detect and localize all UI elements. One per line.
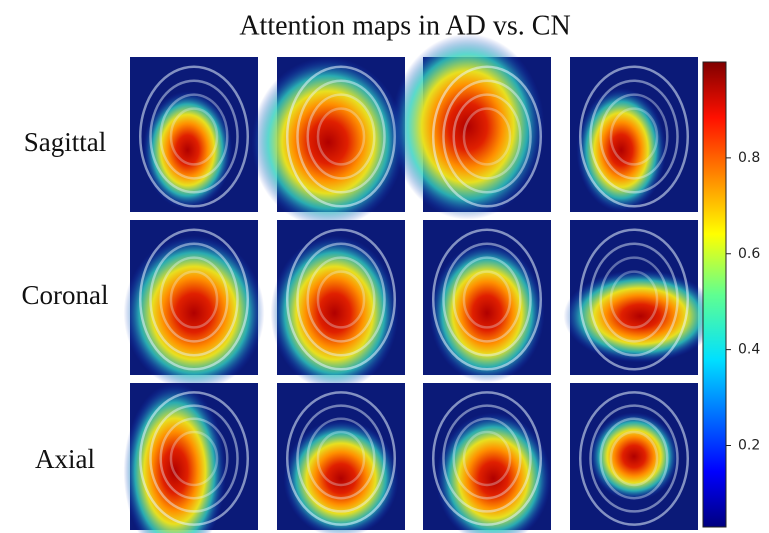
attention-blob: [589, 412, 679, 500]
attention-panel: [570, 383, 698, 530]
colorbar: [703, 62, 726, 527]
attention-panel: [251, 57, 405, 228]
attention-panel: [570, 57, 698, 212]
tick-label: 0.6: [738, 246, 760, 262]
row-label: Axial: [35, 444, 95, 474]
attention-maps: [124, 34, 718, 533]
attention-blob: [564, 270, 718, 363]
figure: Attention maps in AD vs. CN 0.2 0.4 0.6 0.8…: [0, 0, 769, 533]
figure-title: Attention maps in AD vs. CN: [239, 10, 570, 41]
row-label: Coronal: [22, 280, 109, 310]
attention-panel: [423, 383, 551, 533]
attention-blob: [429, 243, 544, 383]
attention-panel: [277, 383, 405, 533]
attention-panel: [391, 34, 551, 220]
attention-panel: [124, 220, 265, 391]
attention-blob: [391, 34, 545, 220]
tick-label: 0.2: [738, 438, 760, 454]
attention-panel: [130, 57, 258, 212]
attention-panel: [423, 220, 551, 383]
attention-panel: [124, 383, 258, 533]
attention-panel: [271, 220, 405, 391]
colorbar-axis: 0.2 0.4 0.6 0.8: [726, 150, 760, 454]
attention-blob: [576, 88, 666, 212]
row-label: Sagittal: [24, 127, 107, 157]
tick-label: 0.4: [738, 342, 760, 358]
attention-panel: [564, 220, 718, 375]
tick-label: 0.8: [738, 150, 760, 166]
